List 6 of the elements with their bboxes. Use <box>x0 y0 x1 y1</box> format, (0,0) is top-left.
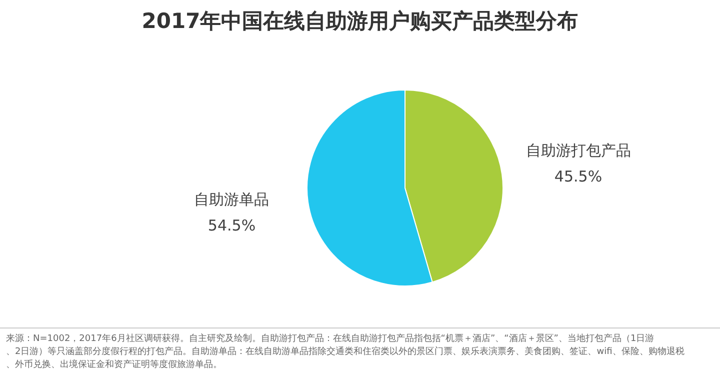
chart-title: 2017年中国在线自助游用户购买产品类型分布 <box>142 9 578 33</box>
slice-label: 自助游单品 <box>194 190 270 209</box>
data-label: 45.5% <box>554 167 602 186</box>
source-note: 来源：N=1002，2017年6月社区调研获得。自主研究及绘制。自助游打包产品：在线自助游打包产品指包括“机票＋酒店”、“酒店＋景区”、当地打包产品（1日游、2日游）等只涵盖部分度假行程的打包产品。自助游单品：在线自助游单品指除交通类和住宿类以外的景区门票、娱乐表演票务、美食团购、签证、wifi、保险、购物退税、外币兑换、出境保证金和资产证明等度假旅游单品。 <box>6 333 684 370</box>
slice-label: 自助游打包产品 <box>526 141 631 160</box>
data-label: 54.5% <box>208 216 256 235</box>
